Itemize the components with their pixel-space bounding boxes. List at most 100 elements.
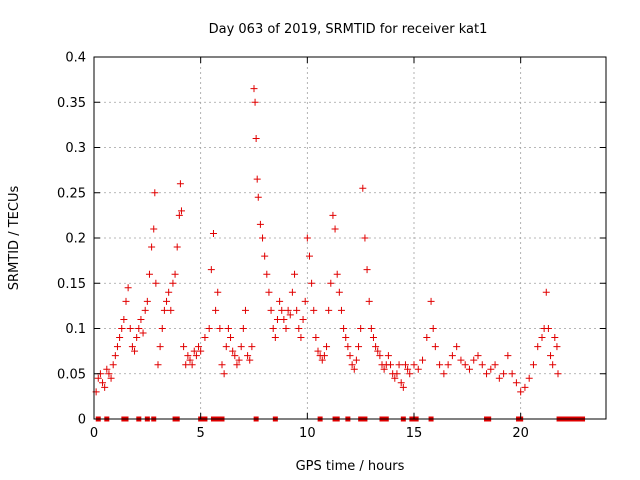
data-point [444,361,452,369]
data-point [305,252,313,260]
data-point [227,334,235,342]
data-point [122,297,130,305]
data-point [101,383,109,391]
data-point [212,306,220,314]
data-point [410,361,418,369]
x-tick-label: 5 [197,426,205,441]
data-point [241,306,249,314]
data-point [197,347,205,355]
y-tick-label: 0.35 [57,96,86,111]
data-point [218,361,226,369]
y-tick-label: 0.1 [65,322,86,337]
data-point [299,315,307,323]
data-point [195,343,203,351]
data-point [207,266,215,274]
data-point [293,306,301,314]
data-point [348,361,356,369]
y-tick-label: 0.3 [65,141,86,156]
data-point [124,284,132,292]
data-point [118,325,126,332]
data-point [201,334,209,342]
data-point [335,288,343,296]
data-point [209,229,217,237]
data-point [259,234,267,242]
data-point [365,297,373,305]
data-point [176,180,184,188]
y-tick-label: 0.25 [57,186,86,201]
data-point [120,315,128,323]
data-point [534,343,542,351]
data-point [152,279,160,287]
data-point [295,325,303,332]
data-point [252,134,260,142]
data-point [344,343,352,351]
data-point [491,361,499,369]
axis-ticks: 0 0.05 0.1 0.15 0.2 0.25 0.3 0.35 0.4 0 5 10 15 20 [57,51,606,441]
y-tick-label: 0.05 [57,367,86,382]
data-point [180,343,188,351]
data-point [495,374,503,382]
data-point [251,98,259,106]
data-point [237,343,245,351]
data-point [500,370,508,378]
data-point [431,343,439,351]
data-point [359,184,367,192]
data-point [94,374,102,382]
data-point [156,343,164,351]
data-points [92,85,562,396]
data-point [154,361,162,369]
data-point [544,325,552,332]
data-point [169,279,177,287]
data-point [327,279,335,287]
data-point [248,343,256,351]
data-point [512,379,520,387]
data-point [246,356,254,364]
data-point [346,352,354,360]
data-point [342,334,350,342]
data-point [282,325,290,332]
data-point [254,193,262,201]
data-point [177,207,185,215]
data-point [105,370,113,378]
data-point [303,234,311,242]
data-point [504,352,512,360]
data-point [167,306,175,314]
data-point [250,85,258,93]
data-point [553,343,561,351]
data-point [384,352,392,360]
data-point [220,370,228,378]
data-point [229,347,237,355]
data-point [331,225,339,233]
x-tick-label: 0 [90,426,98,441]
data-point [483,370,491,378]
data-point [318,356,326,364]
data-point [436,361,444,369]
data-point [549,361,557,369]
data-point [188,361,196,369]
data-point [141,306,149,314]
data-point [361,234,369,242]
data-point [529,361,537,369]
data-point [461,361,469,369]
data-point [190,347,198,355]
data-point [357,325,365,332]
data-point [216,325,224,332]
data-point [508,370,516,378]
data-point [478,361,486,369]
x-tick-label: 15 [406,426,423,441]
data-point [103,365,111,373]
data-point [263,270,271,278]
data-point [337,306,345,314]
data-point [404,365,412,373]
data-point [340,325,348,332]
data-point [184,352,192,360]
data-point [554,370,562,378]
data-point [116,334,124,342]
data-point [308,279,316,287]
data-point [173,243,181,251]
data-point [314,347,322,355]
data-point [235,356,243,364]
data-point [261,252,269,260]
data-point [244,352,252,360]
data-point [158,325,166,332]
